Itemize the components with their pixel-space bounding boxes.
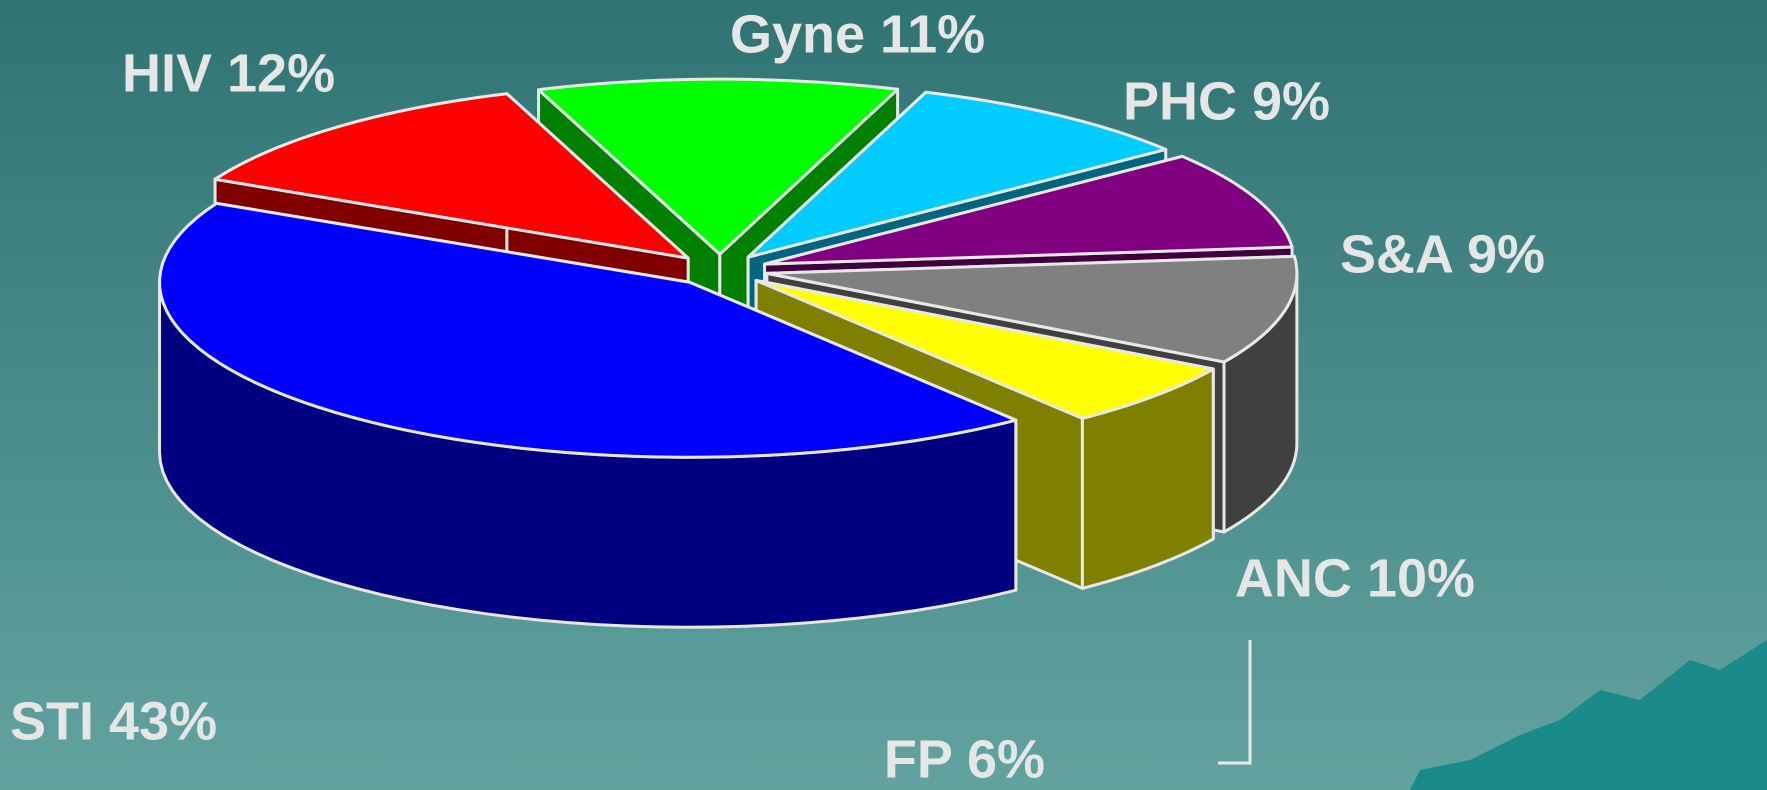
slice-label: S&A 9%: [1340, 224, 1545, 284]
page: Gyne 11% PHC 9% S&A 9% ANC 10% FP 6% STI 43% H…: [0, 0, 1767, 790]
chart: Gyne 11% PHC 9% S&A 9% ANC 10% FP 6% STI 43% H…: [0, 0, 1767, 790]
pie: [160, 79, 1297, 627]
slice-label: STI 43%: [10, 691, 217, 751]
slice-label: ANC 10%: [1235, 548, 1475, 608]
slice-label: HIV 12%: [122, 43, 335, 103]
slice-label: PHC 9%: [1123, 71, 1330, 131]
slice-label: FP 6%: [884, 729, 1045, 789]
slice-label: Gyne 11%: [730, 4, 985, 64]
